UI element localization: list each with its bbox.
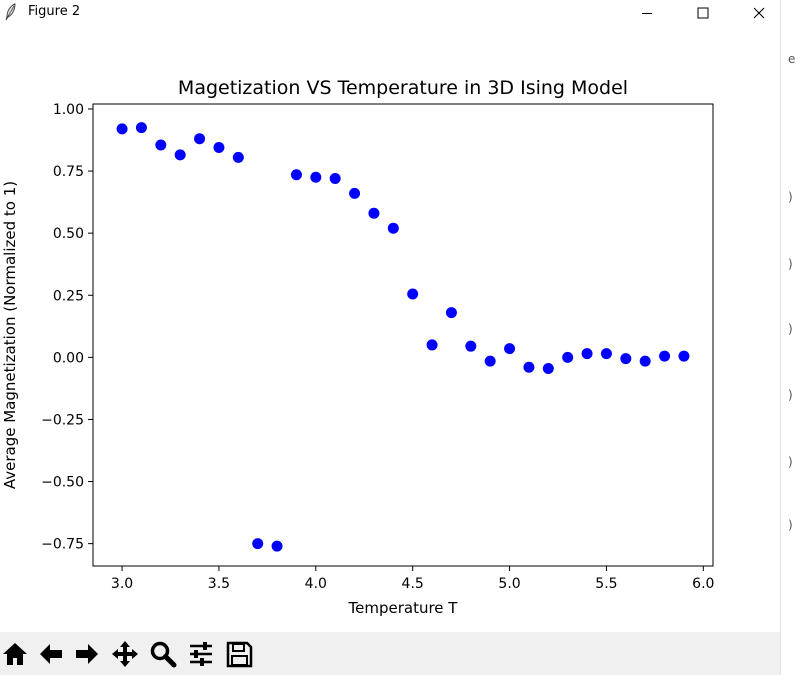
data-point xyxy=(213,141,225,153)
x-axis-label: Temperature T xyxy=(348,599,459,617)
background-glyph: ) xyxy=(788,257,793,271)
figure-window: Figure 2 Magetization VS Temperature in … xyxy=(0,0,780,675)
data-point xyxy=(542,363,554,375)
chart-title: Magetization VS Temperature in 3D Ising … xyxy=(178,77,628,99)
data-point xyxy=(116,123,128,135)
x-tick-label: 4.5 xyxy=(402,576,424,592)
data-point xyxy=(620,353,632,365)
zoom-button[interactable] xyxy=(145,636,181,672)
pan-icon xyxy=(112,641,138,667)
x-tick-label: 5.0 xyxy=(498,576,520,592)
configure-subplots-icon xyxy=(190,642,212,666)
save-icon xyxy=(226,641,253,668)
feather-icon xyxy=(5,3,16,21)
y-tick-label: −0.50 xyxy=(41,475,84,491)
data-point xyxy=(407,288,419,300)
background-glyph: ) xyxy=(788,455,793,469)
scatter-chart: Magetization VS Temperature in 3D Ising … xyxy=(1,77,714,617)
data-point xyxy=(368,207,380,219)
x-tick-label: 3.5 xyxy=(208,576,230,592)
data-point xyxy=(387,222,399,234)
navigation-toolbar xyxy=(0,632,780,675)
y-tick-label: 0.25 xyxy=(53,288,84,304)
close-button[interactable] xyxy=(736,0,782,26)
y-tick-label: −0.75 xyxy=(41,537,84,553)
pan-button[interactable] xyxy=(107,636,143,672)
data-point xyxy=(639,355,651,367)
data-point xyxy=(135,122,147,134)
data-point xyxy=(329,173,341,185)
minimize-icon xyxy=(642,13,652,14)
data-point xyxy=(600,348,612,360)
data-point xyxy=(523,361,535,373)
maximize-button[interactable] xyxy=(680,0,726,26)
y-tick-label: 1.00 xyxy=(53,102,84,118)
window-title: Figure 2 xyxy=(28,4,81,19)
data-point xyxy=(252,538,264,550)
forward-button[interactable] xyxy=(69,636,105,672)
x-tick-label: 4.0 xyxy=(305,576,327,592)
data-point xyxy=(349,187,361,199)
y-tick-label: 0.50 xyxy=(53,226,84,242)
data-point xyxy=(194,133,206,145)
zoom-icon xyxy=(150,641,177,668)
background-glyph: e xyxy=(788,52,796,66)
y-axis-label: Average Magnetization (Normalized to 1) xyxy=(1,181,19,489)
home-icon xyxy=(3,643,27,665)
data-point xyxy=(581,348,593,360)
background-glyph: ) xyxy=(788,190,793,204)
back-arrow-icon xyxy=(40,644,62,664)
save-button[interactable] xyxy=(221,636,257,672)
title-bar[interactable]: Figure 2 xyxy=(0,0,780,26)
data-point xyxy=(659,350,671,362)
x-tick-label: 6.0 xyxy=(692,576,714,592)
data-point xyxy=(155,139,167,151)
close-icon xyxy=(753,7,765,19)
data-point xyxy=(174,149,186,161)
minimize-button[interactable] xyxy=(624,0,670,26)
data-point xyxy=(504,343,516,355)
data-point xyxy=(465,340,477,352)
y-tick-label: 0.00 xyxy=(53,350,84,366)
y-tick-label: 0.75 xyxy=(53,164,84,180)
data-point xyxy=(426,339,438,351)
background-glyph: ) xyxy=(788,388,793,402)
y-tick-label: −0.25 xyxy=(41,412,84,428)
maximize-icon xyxy=(697,7,709,19)
data-point xyxy=(290,169,302,181)
background-glyph: ) xyxy=(788,518,793,532)
configure-subplots-button[interactable] xyxy=(183,636,219,672)
back-button[interactable] xyxy=(33,636,69,672)
x-tick-label: 3.0 xyxy=(111,576,133,592)
background-glyph: ) xyxy=(788,322,793,336)
data-point xyxy=(232,151,244,163)
data-point xyxy=(678,350,690,362)
x-tick-label: 5.5 xyxy=(595,576,617,592)
data-point xyxy=(271,540,283,552)
data-point xyxy=(562,351,574,363)
figure-canvas: Magetization VS Temperature in 3D Ising … xyxy=(0,26,780,632)
background-window-edge xyxy=(780,0,798,675)
data-point xyxy=(310,171,322,183)
home-button[interactable] xyxy=(0,636,33,672)
data-point xyxy=(445,307,457,319)
data-point xyxy=(484,355,496,367)
plot-frame xyxy=(92,103,714,567)
forward-arrow-icon xyxy=(76,644,98,664)
